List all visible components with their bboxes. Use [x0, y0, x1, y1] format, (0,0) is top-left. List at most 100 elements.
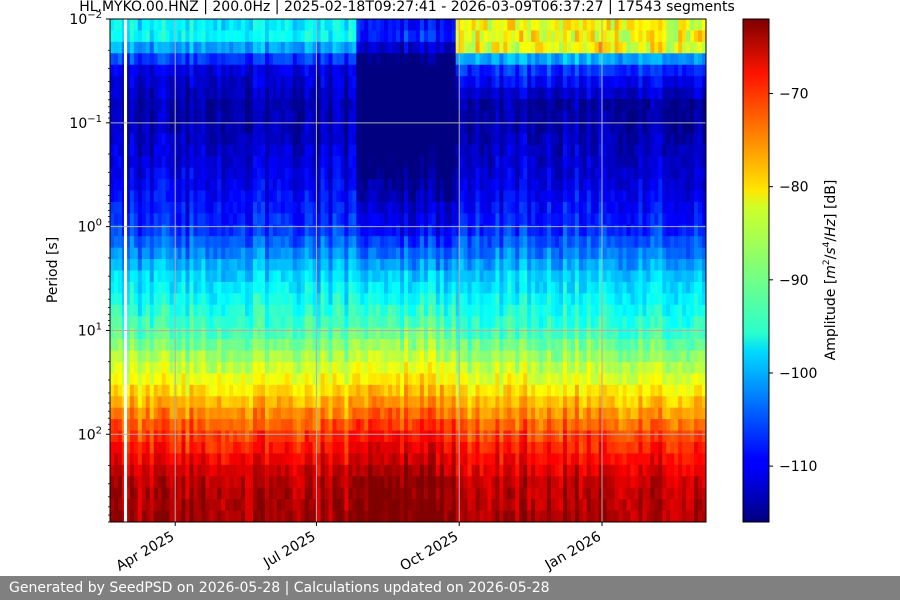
heatmap-cell	[169, 179, 175, 192]
heatmap-cell	[209, 361, 214, 374]
heatmap-cell	[237, 19, 242, 32]
heatmap-cell	[404, 384, 409, 397]
heatmap-cell	[384, 64, 389, 77]
heatmap-cell	[558, 156, 564, 169]
heatmap-cell	[161, 430, 167, 443]
heatmap-cell	[149, 281, 155, 294]
heatmap-cell	[336, 64, 342, 77]
heatmap-cell	[141, 201, 147, 214]
heatmap-cell	[284, 419, 290, 432]
heatmap-cell	[328, 430, 334, 443]
heatmap-cell	[229, 259, 234, 272]
heatmap-cell	[423, 396, 429, 409]
heatmap-cell	[368, 53, 373, 66]
heatmap-cell	[483, 316, 489, 329]
heatmap-cell	[149, 510, 155, 522]
heatmap-cell	[471, 167, 477, 180]
heatmap-cell	[133, 430, 139, 443]
heatmap-cell	[419, 201, 425, 214]
heatmap-cell	[225, 41, 230, 54]
heatmap-cell	[463, 396, 469, 409]
heatmap-cell	[523, 316, 528, 329]
heatmap-cell	[451, 167, 457, 180]
heatmap-cell	[495, 133, 500, 146]
heatmap-cell	[547, 281, 552, 294]
heatmap-cell	[507, 224, 512, 237]
heatmap-cell	[411, 41, 417, 54]
heatmap-cell	[507, 430, 512, 443]
heatmap-cell	[543, 201, 548, 214]
heatmap-cell	[427, 167, 433, 180]
heatmap-cell	[129, 87, 135, 100]
heatmap-cell	[276, 384, 282, 397]
heatmap-cell	[483, 41, 489, 54]
heatmap-cell	[332, 510, 338, 522]
heatmap-cell	[157, 293, 163, 306]
heatmap-cell	[527, 441, 532, 455]
heatmap-cell	[348, 384, 353, 397]
heatmap-cell	[384, 133, 389, 146]
heatmap-cell	[197, 499, 202, 512]
heatmap-cell	[423, 19, 429, 32]
heatmap-cell	[555, 453, 560, 466]
heatmap-cell	[241, 327, 246, 340]
heatmap-cell	[157, 224, 163, 237]
heatmap-cell	[427, 133, 433, 146]
heatmap-cell	[336, 76, 342, 89]
heatmap-cell	[380, 64, 385, 77]
heatmap-cell	[423, 510, 429, 522]
heatmap-cell	[419, 247, 425, 260]
heatmap-cell	[253, 179, 258, 192]
heatmap-cell	[348, 396, 353, 409]
heatmap-cell	[392, 407, 397, 420]
heatmap-cell	[245, 270, 250, 283]
heatmap-cell	[221, 224, 226, 237]
heatmap-cell	[133, 281, 139, 294]
heatmap-cell	[304, 384, 310, 397]
heatmap-cell	[272, 281, 278, 294]
heatmap-cell	[221, 156, 226, 169]
heatmap-cell	[169, 224, 175, 237]
heatmap-cell	[396, 53, 401, 66]
heatmap-cell	[336, 247, 342, 260]
heatmap-cell	[447, 156, 453, 169]
heatmap-cell	[491, 281, 497, 294]
heatmap-cell	[415, 327, 421, 340]
heatmap-cell	[169, 316, 175, 329]
heatmap-cell	[527, 453, 532, 466]
heatmap-cell	[129, 76, 135, 89]
heatmap-cell	[396, 419, 401, 432]
heatmap-cell	[233, 110, 238, 123]
heatmap-cell	[483, 441, 489, 455]
heatmap-cell	[463, 339, 469, 352]
heatmap-cell	[404, 110, 409, 123]
heatmap-cell	[372, 247, 377, 260]
heatmap-cell	[217, 110, 222, 123]
heatmap-cell	[515, 476, 520, 489]
heatmap-cell	[264, 327, 270, 340]
heatmap-cell	[439, 76, 445, 89]
heatmap-cell	[400, 201, 405, 214]
heatmap-cell	[372, 407, 377, 420]
heatmap-cell	[439, 213, 445, 226]
heatmap-cell	[201, 339, 206, 352]
heatmap-cell	[292, 213, 298, 226]
heatmap-cell	[292, 350, 298, 363]
heatmap-cell	[511, 156, 516, 169]
heatmap-cell	[241, 190, 246, 203]
heatmap-cell	[113, 53, 119, 66]
heatmap-cell	[348, 464, 353, 477]
heatmap-cell	[475, 316, 481, 329]
heatmap-cell	[141, 281, 147, 294]
heatmap-cell	[272, 510, 278, 522]
heatmap-cell	[280, 350, 286, 363]
heatmap-cell	[149, 487, 155, 500]
heatmap-cell	[129, 121, 135, 134]
heatmap-cell	[384, 510, 389, 522]
heatmap-cell	[288, 259, 294, 272]
heatmap-cell	[408, 476, 413, 489]
heatmap-cell	[558, 201, 564, 214]
heatmap-cell	[225, 144, 230, 157]
heatmap-cell	[471, 361, 477, 374]
heatmap-cell	[479, 179, 485, 192]
